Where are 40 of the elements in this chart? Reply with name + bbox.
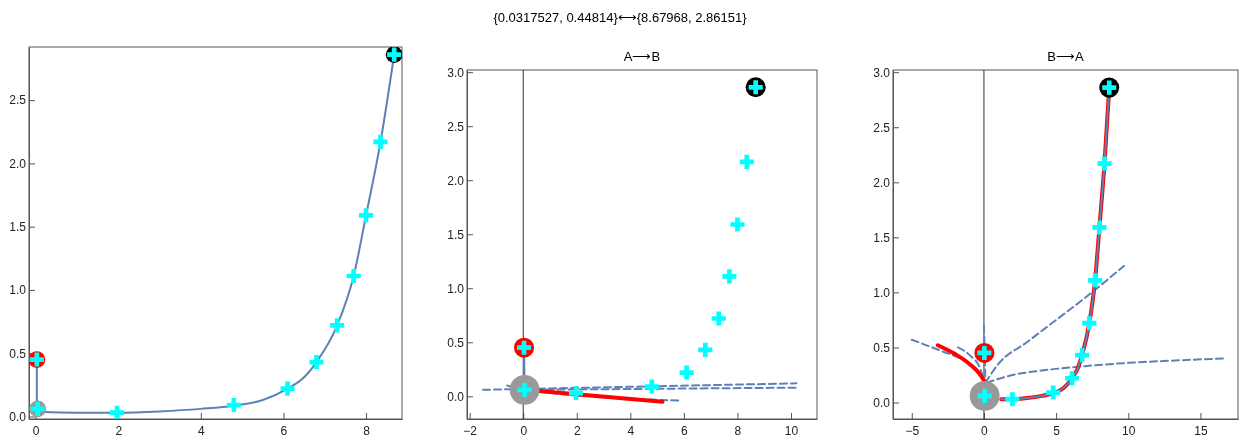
- y-tick-label: 1.5: [447, 227, 465, 242]
- y-tick-label: 0.5: [873, 340, 891, 355]
- y-tick-label: 3.0: [873, 65, 891, 80]
- x-tick-label: 10: [784, 424, 799, 439]
- y-tick-label: 0.5: [9, 346, 27, 361]
- chart-title: B⟶A: [1047, 49, 1084, 64]
- y-tick-label: 1.0: [9, 283, 27, 298]
- y-tick-label: 2.0: [447, 173, 465, 188]
- x-tick-label: 8: [734, 424, 742, 439]
- x-tick-label: −5: [905, 424, 920, 439]
- y-tick-label: 0.0: [9, 409, 27, 424]
- y-tick-label: 1.0: [873, 285, 891, 300]
- x-tick-label: 0: [520, 424, 528, 439]
- x-tick-label: 5: [1053, 424, 1061, 439]
- x-tick-label: 10: [1122, 424, 1136, 439]
- y-tick-label: 2.5: [447, 119, 465, 134]
- y-tick-label: 0.0: [447, 389, 465, 404]
- y-tick-label: 3.0: [447, 65, 465, 80]
- x-tick-label: 0: [32, 424, 40, 439]
- y-tick-label: 2.0: [9, 156, 27, 171]
- x-tick-label: 8: [363, 424, 371, 439]
- x-tick-label: 4: [197, 424, 205, 439]
- chart-title: {0.0317527, 0.44814}⟷{8.67968, 2.86151}: [493, 10, 748, 25]
- y-tick-label: 1.0: [447, 281, 465, 296]
- x-tick-label: 2: [115, 424, 123, 439]
- y-tick-label: 2.0: [873, 175, 891, 190]
- x-tick-label: 15: [1194, 424, 1208, 439]
- x-tick-label: 6: [280, 424, 288, 439]
- y-tick-label: 1.5: [873, 230, 891, 245]
- y-tick-label: 2.5: [873, 120, 891, 135]
- x-tick-label: −2: [463, 424, 478, 439]
- y-tick-label: 1.5: [9, 220, 27, 235]
- y-tick-label: 0.5: [447, 335, 465, 350]
- x-tick-label: 0: [981, 424, 989, 439]
- x-tick-label: 4: [627, 424, 635, 439]
- y-tick-label: 2.5: [9, 93, 27, 108]
- x-tick-label: 6: [681, 424, 689, 439]
- y-tick-label: 0.0: [873, 395, 891, 410]
- chart-subtitle: A⟶B: [623, 49, 661, 64]
- x-tick-label: 2: [573, 424, 581, 439]
